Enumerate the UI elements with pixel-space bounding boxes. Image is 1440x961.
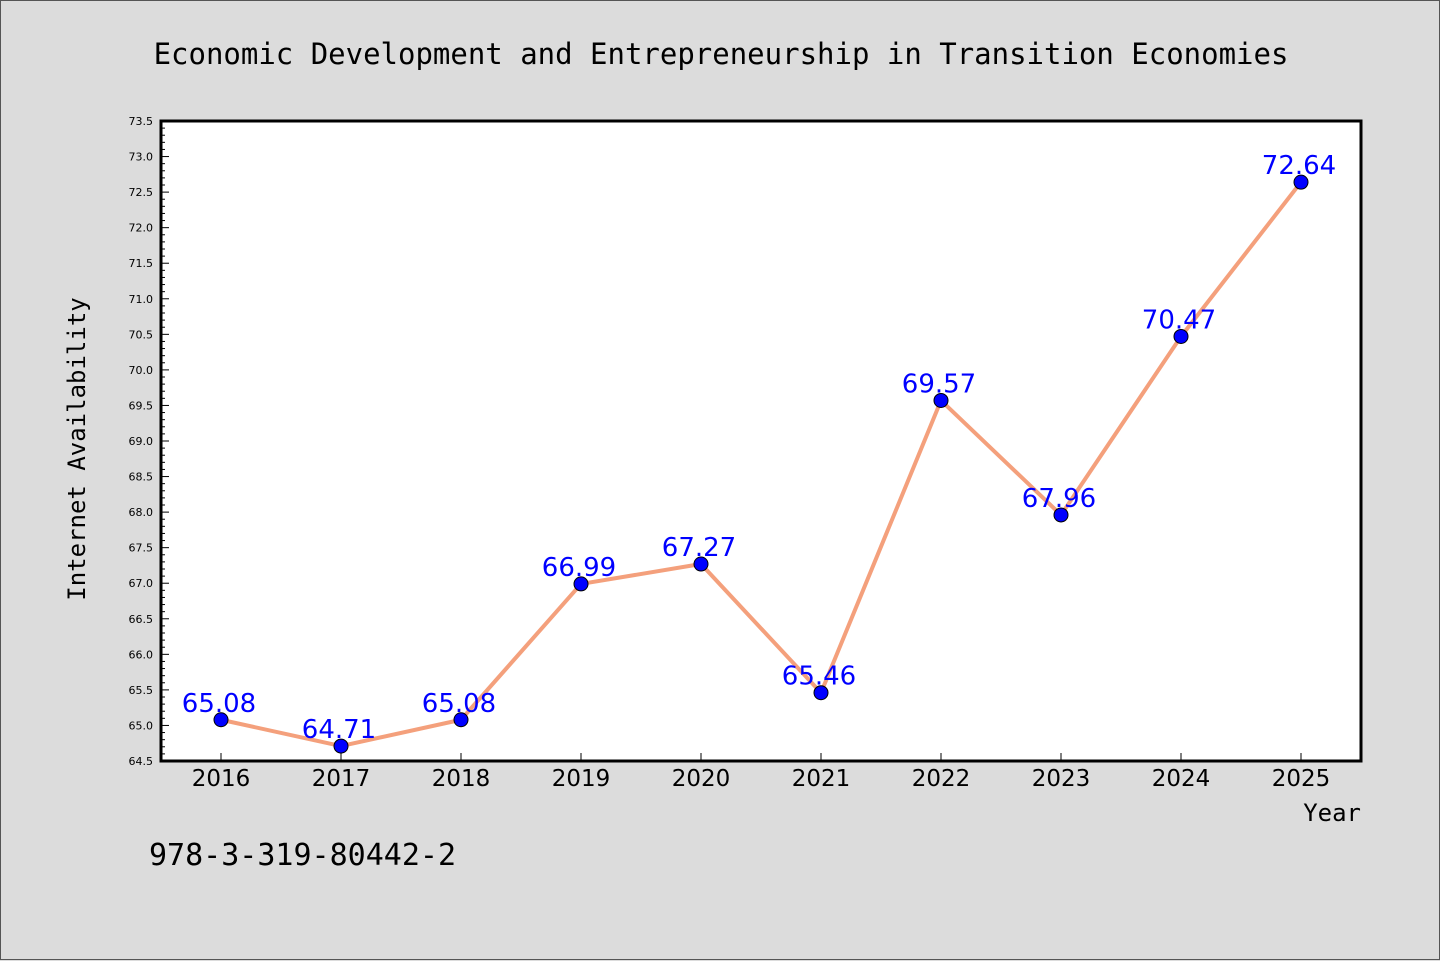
y-tick-label: 71.5	[129, 257, 154, 270]
chart-title: Economic Development and Entrepreneurshi…	[154, 37, 1289, 71]
x-tick-label: 2019	[552, 766, 611, 792]
data-point	[813, 685, 829, 701]
x-axis: 2016 2017 2018 2019 2020 2021 2022 2023 2024 2025	[192, 753, 1331, 792]
data-point	[453, 712, 469, 728]
data-point	[213, 712, 229, 728]
y-tick-label: 70.0	[129, 364, 154, 377]
x-tick-label: 2016	[192, 766, 251, 792]
series-layer: 65.08 64.71 65.08 66.99 67.27 65.46 69.57 67.96…	[182, 151, 1336, 754]
x-tick-label: 2017	[312, 766, 371, 792]
data-label: 67.27	[662, 533, 736, 563]
isbn-text: 978-3-319-80442-2	[149, 838, 456, 873]
y-tick-label: 66.5	[129, 613, 154, 626]
data-point	[573, 576, 589, 592]
y-tick-label: 73.5	[129, 115, 154, 128]
y-axis: 64.5 65.0 65.5 66.0 66.5 67.0 67.5 68.0 68.5 69.0…	[129, 115, 169, 768]
y-tick-label: 65.5	[129, 684, 154, 697]
y-tick-label: 67.0	[129, 577, 154, 590]
y-tick-label: 68.5	[129, 471, 154, 484]
y-axis-label: Internet Availability	[63, 297, 91, 600]
y-tick-label: 70.5	[129, 328, 154, 341]
x-tick-label: 2018	[432, 766, 491, 792]
x-tick-label: 2022	[912, 766, 971, 792]
y-tick-label: 67.5	[129, 542, 154, 555]
x-tick-label: 2025	[1272, 766, 1331, 792]
data-point	[933, 392, 949, 408]
data-point	[1053, 507, 1069, 523]
y-tick-label: 66.0	[129, 648, 154, 661]
data-point	[693, 556, 709, 572]
y-tick-label: 72.5	[129, 186, 154, 199]
y-tick-label: 69.0	[129, 435, 154, 448]
data-label: 64.71	[302, 715, 376, 745]
y-tick-label: 72.0	[129, 222, 154, 235]
series-line	[220, 180, 1303, 749]
y-tick-label: 73.0	[129, 151, 154, 164]
data-point	[333, 738, 349, 754]
data-label: 65.08	[182, 689, 256, 719]
data-label: 65.46	[782, 662, 856, 692]
data-label: 65.08	[422, 689, 496, 719]
y-tick-label: 69.5	[129, 399, 154, 412]
data-point	[1173, 328, 1189, 344]
y-tick-label: 65.0	[129, 719, 154, 732]
x-tick-label: 2023	[1032, 766, 1091, 792]
data-label: 67.96	[1022, 484, 1096, 514]
data-point	[1293, 174, 1309, 190]
data-label: 69.57	[902, 369, 976, 399]
x-tick-label: 2021	[792, 766, 851, 792]
data-label: 70.47	[1142, 305, 1216, 335]
x-tick-label: 2024	[1152, 766, 1211, 792]
y-tick-label: 64.5	[129, 755, 154, 768]
data-label: 66.99	[542, 553, 616, 583]
y-tick-label: 68.0	[129, 506, 154, 519]
data-label: 72.64	[1262, 151, 1336, 181]
x-axis-label: Year	[1303, 799, 1361, 827]
plot-area	[159, 119, 1363, 763]
x-tick-label: 2020	[672, 766, 731, 792]
y-tick-label: 71.0	[129, 293, 154, 306]
